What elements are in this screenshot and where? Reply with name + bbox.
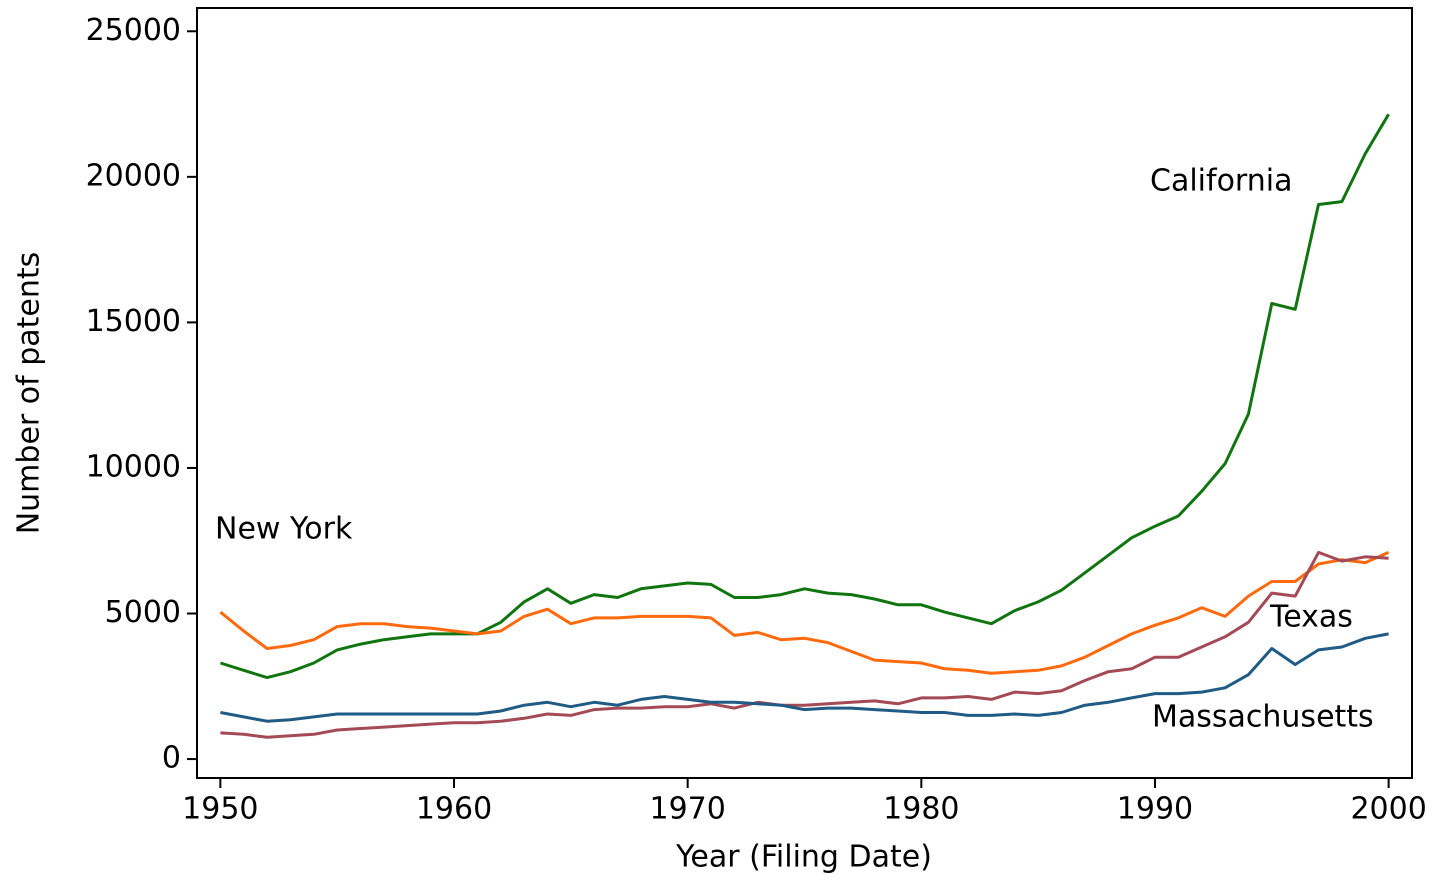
series-line xyxy=(219,551,1390,675)
x-axis-label: Year (Filing Date) xyxy=(675,840,932,875)
series-line xyxy=(219,113,1390,680)
x-tick-label: 1960 xyxy=(416,792,492,827)
y-tick-label: 0 xyxy=(162,741,181,776)
series-label: Massachusetts xyxy=(1152,700,1374,735)
y-tick-label: 10000 xyxy=(86,449,181,484)
y-tick-label: 5000 xyxy=(105,595,181,630)
plot-frame xyxy=(196,7,1413,779)
x-tick-label: 1970 xyxy=(649,792,725,827)
series-label: New York xyxy=(215,512,353,547)
y-tick-label: 15000 xyxy=(86,304,181,339)
y-tick-label: 20000 xyxy=(86,158,181,193)
x-tick-label: 2000 xyxy=(1350,792,1426,827)
series-label: Texas xyxy=(1269,600,1353,635)
y-axis-label: Number of patents xyxy=(12,252,47,535)
series-line xyxy=(220,550,1389,739)
x-tick-label: 1980 xyxy=(883,792,959,827)
series-line xyxy=(220,632,1389,723)
x-tick-label: 1990 xyxy=(1117,792,1193,827)
x-tick-label: 1950 xyxy=(182,792,258,827)
series-label: California xyxy=(1150,164,1292,199)
y-tick-label: 25000 xyxy=(86,13,181,48)
